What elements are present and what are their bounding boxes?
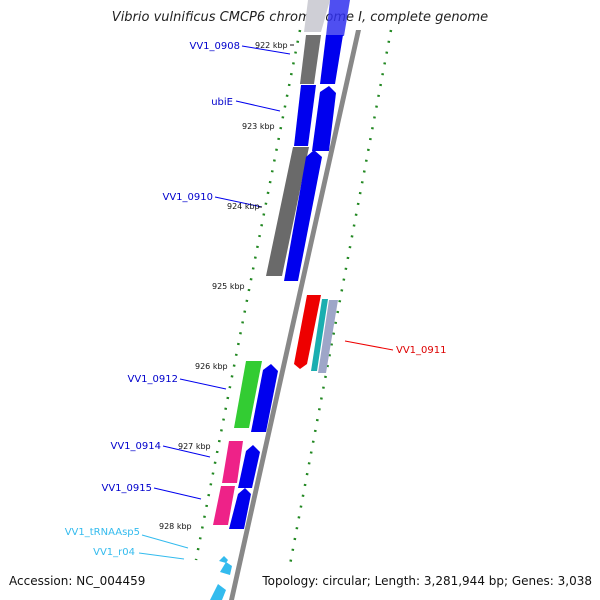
- leader-vv1-0912: [179, 378, 227, 390]
- label-vv1-0915[interactable]: VV1_0915: [102, 483, 153, 494]
- leader-vv1-0911: [344, 340, 394, 351]
- tick-label-922: 922 kbp: [255, 41, 288, 50]
- label-vv1-0914[interactable]: VV1_0914: [111, 441, 162, 452]
- tick-label-927: 927 kbp: [178, 442, 211, 451]
- feature-ubie-cds: [312, 86, 336, 151]
- feature-vv1-0911-gray: [318, 300, 338, 373]
- leader-vv1-0910: [214, 196, 263, 208]
- feature-vv1-0911-trna: [311, 299, 328, 371]
- tick-label-923: 923 kbp: [242, 122, 275, 131]
- feature-ubie-gene: [294, 85, 316, 146]
- feature-vv1-0915-cds: [229, 488, 251, 529]
- feature-vv1-0914-pink: [222, 441, 243, 483]
- label-vv1-0911[interactable]: VV1_0911: [396, 345, 447, 356]
- feature-vv1-0910-gene: [266, 147, 309, 276]
- tick-label-928: 928 kbp: [159, 522, 192, 531]
- feature-vv1-0915-pink: [213, 486, 235, 525]
- feature-vv1-0910-cds: [284, 150, 322, 281]
- label-vv1-0908[interactable]: VV1_0908: [190, 41, 241, 52]
- tick-label-926: 926 kbp: [195, 362, 228, 371]
- backbone-line: [229, 30, 361, 600]
- map-title: Vibrio vulnificus CMCP6 chromosome I, co…: [111, 10, 489, 25]
- feature-vv1-0912-green: [234, 361, 262, 428]
- feature-vv1-0912-cds: [251, 364, 278, 432]
- feature-vv1-0914-cds: [238, 445, 260, 488]
- tick-label-924: 924 kbp: [227, 202, 260, 211]
- leader-vv1-trnaasp5: [141, 534, 189, 549]
- tick-label-925: 925 kbp: [212, 282, 245, 291]
- topology-text: Topology: circular; Length: 3,281,944 bp…: [262, 574, 592, 588]
- feature-top-gray: [304, 0, 330, 32]
- feature-vv1-0911-rrna: [294, 295, 321, 369]
- feature-vv1-r04: [220, 562, 232, 575]
- leader-vv1-r04: [138, 552, 185, 560]
- feature-vv1-0908-gene: [300, 35, 321, 84]
- accession-text: Accession: NC_004459: [9, 574, 146, 588]
- label-vv1-0912[interactable]: VV1_0912: [128, 374, 179, 385]
- feature-bottom-lightblue: [210, 584, 226, 600]
- feature-vv1-trnaasp5: [219, 556, 228, 563]
- label-ubie[interactable]: ubiE: [211, 97, 233, 108]
- feature-vv1-0908-cds: [320, 35, 343, 84]
- feature-top-blue: [326, 0, 350, 36]
- leader-ubie: [235, 100, 281, 112]
- leader-vv1-0914: [162, 445, 211, 458]
- leader-vv1-0908: [241, 45, 291, 55]
- label-vv1-trnaasp5[interactable]: VV1_tRNAAsp5: [65, 527, 140, 538]
- label-vv1-r04[interactable]: VV1_r04: [93, 547, 135, 558]
- leader-vv1-0915: [153, 487, 202, 500]
- label-vv1-0910[interactable]: VV1_0910: [163, 192, 214, 203]
